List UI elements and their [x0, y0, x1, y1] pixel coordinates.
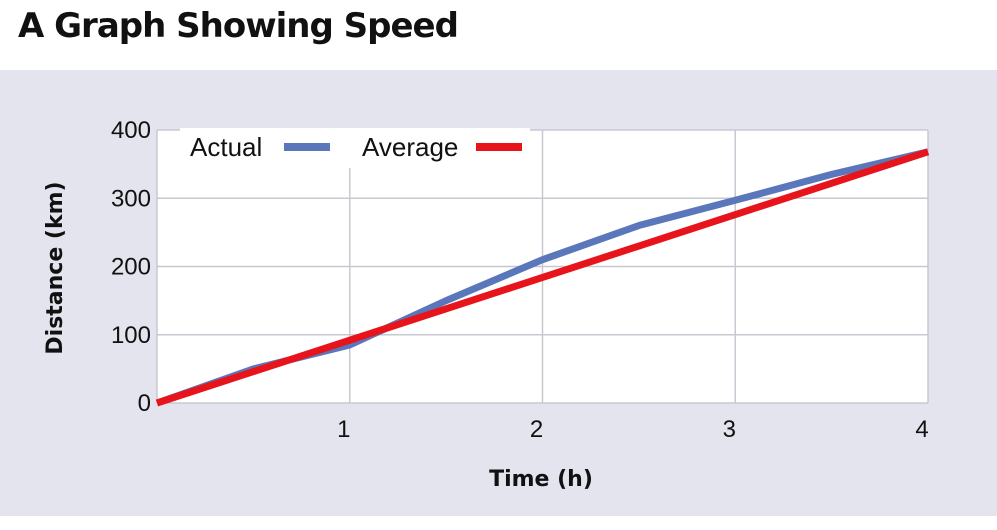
chart-title: A Graph Showing Speed — [18, 6, 459, 46]
y-tick-label-200: 200 — [111, 254, 151, 281]
legend-label-average: Average — [362, 132, 458, 162]
y-tick-label-100: 100 — [111, 322, 151, 349]
legend-background — [180, 128, 530, 168]
legend: Actual Average — [180, 128, 530, 168]
x-tick-label-2: 2 — [530, 416, 543, 443]
y-tick-label-0: 0 — [138, 390, 151, 417]
y-tick-label-300: 300 — [111, 185, 151, 212]
legend-label-actual: Actual — [190, 132, 262, 162]
x-axis-title: Time (h) — [489, 467, 593, 492]
series-line-average — [155, 148, 930, 407]
series-layer — [155, 148, 930, 407]
y-axis-title: Distance (km) — [43, 181, 68, 354]
x-tick-label-4: 4 — [915, 416, 928, 443]
tick-labels: 0 100 200 300 400 1 2 3 4 — [111, 117, 929, 443]
x-tick-label-1: 1 — [337, 416, 350, 443]
y-tick-label-400: 400 — [111, 117, 151, 144]
chart-frame-bottom-margin — [0, 516, 997, 530]
x-tick-label-3: 3 — [723, 416, 736, 443]
